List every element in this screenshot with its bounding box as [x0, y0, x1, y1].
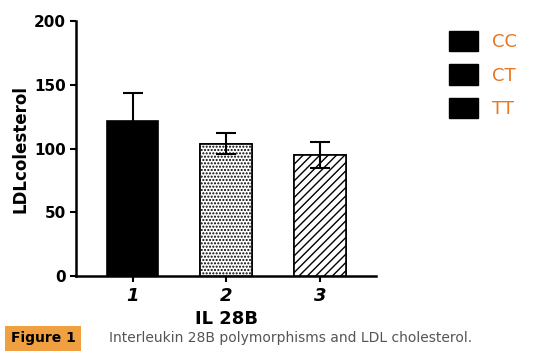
- Bar: [201, 144, 252, 276]
- Text: Interleukin 28B polymorphisms and LDL cholesterol.: Interleukin 28B polymorphisms and LDL ch…: [109, 331, 472, 345]
- Bar: [294, 155, 346, 276]
- Bar: [294, 155, 346, 276]
- Y-axis label: LDLcolesterol: LDLcolesterol: [11, 85, 30, 213]
- Bar: [201, 144, 252, 276]
- Bar: [107, 121, 158, 276]
- X-axis label: IL 28B: IL 28B: [195, 310, 258, 328]
- Text: Figure 1: Figure 1: [11, 331, 76, 345]
- Legend: CC, CT, TT: CC, CT, TT: [444, 25, 523, 124]
